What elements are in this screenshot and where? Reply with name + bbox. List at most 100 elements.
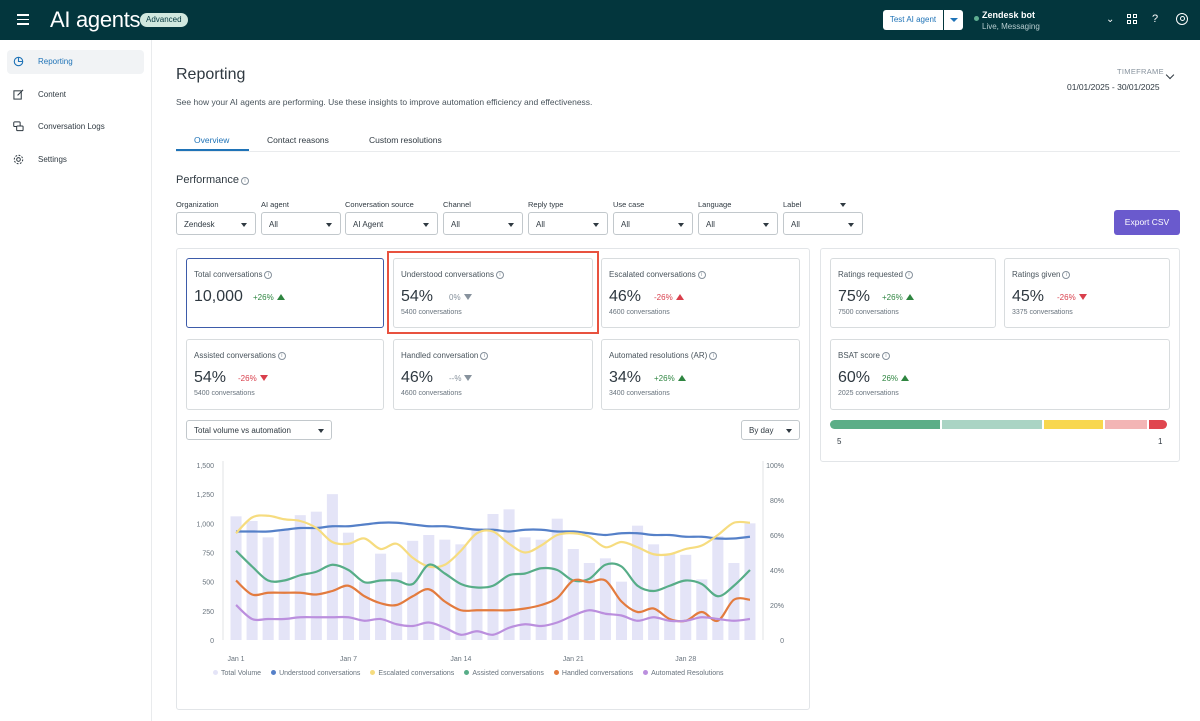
metric-subtext: 7500 conversations [838,309,899,316]
trend-neutral-icon [464,375,473,381]
tab-overview[interactable]: Overview [194,135,230,145]
use-case-select[interactable]: All [613,212,693,235]
legend-item[interactable]: Understood conversations [271,670,360,677]
info-icon[interactable]: i [697,271,706,279]
y-left-tick-label: 1,500 [196,463,214,470]
tab-custom-resolutions[interactable]: Custom resolutions [369,135,442,145]
y-left-tick-label: 500 [202,580,214,587]
legend-item[interactable]: Handled conversations [553,670,633,677]
export-csv-button[interactable]: Export CSV [1114,210,1180,235]
trend-down-icon [259,375,268,381]
trend-up-icon [276,294,285,300]
bot-status: Live, Messaging [982,22,1040,31]
trend-up-icon [901,375,910,381]
metric-card-total-conversations[interactable]: Total conversations i 10,000 +26% [186,258,384,328]
bar-total-volume [455,544,467,640]
volume-automation-chart: 0 250 500 750 1,000 1,250 1,500 0 20% 40% 60% 80% 10… [196,461,784,663]
info-icon[interactable]: i [495,271,504,279]
legend-item[interactable]: Assisted conversations [464,670,544,677]
metric-card-assisted-conversations[interactable]: Assisted conversations i 54% -26% 5400 co… [186,339,384,410]
y-right-tick-label: 100% [766,463,784,470]
legend-swatch [464,670,470,675]
info-icon[interactable]: i [240,177,249,185]
caret-down-icon[interactable] [840,203,846,207]
metric-subtext: 2025 conversations [838,390,899,397]
bar-total-volume [535,539,547,640]
info-icon[interactable]: i [480,352,489,360]
conversation-source-select[interactable]: AI Agent [345,212,438,235]
channel-select[interactable]: All [443,212,523,235]
bar-total-volume [648,544,660,640]
filter-label-use-case: Use case [613,200,645,209]
metric-value: 10,000 [194,288,243,305]
bsat-segment [1149,420,1167,429]
info-icon[interactable]: i [264,271,273,279]
chevron-down-icon[interactable]: ⌄ [1106,14,1115,25]
filter-label-reply-type: Reply type [528,200,564,209]
metric-card-ratings-requested[interactable]: Ratings requested i 75% +26% 7500 convers… [830,258,996,328]
metric-value: 75% [838,288,871,305]
info-icon[interactable]: i [1062,271,1071,279]
chart-interval-select[interactable]: By day [741,420,800,440]
legend-item[interactable]: Total Volume [213,670,261,677]
chat-icon [13,121,24,132]
ai-agent-select[interactable]: All [261,212,341,235]
user-icon[interactable] [1176,13,1188,25]
metric-card-handled-conversation[interactable]: Handled conversation i 46% --% 4600 conve… [393,339,593,410]
metric-delta: +26% [253,293,285,302]
info-icon[interactable]: i [709,352,718,360]
reply-type-select[interactable]: All [528,212,608,235]
info-icon[interactable]: i [881,352,890,360]
timeframe-value[interactable]: 01/01/2025 - 30/01/2025 [1067,82,1160,92]
chevron-down-icon[interactable] [1165,70,1175,80]
metric-delta: +26% [654,374,686,383]
sidebar-item-settings[interactable]: Settings [7,148,144,172]
apps-icon[interactable] [1127,14,1138,25]
sidebar-item-reporting[interactable]: Reporting [7,50,144,74]
performance-title: Performance i [176,174,249,186]
language-select[interactable]: All [698,212,778,235]
info-icon[interactable]: i [904,271,913,279]
metric-card-ratings-given[interactable]: Ratings given i 45% -26% 3375 conversatio… [1004,258,1170,328]
metric-title-text: Understood conversations [401,270,494,279]
sidebar-item-content[interactable]: Content [7,83,144,107]
metric-title: Ratings given i [1012,270,1071,279]
legend-item[interactable]: Escalated conversations [370,670,454,677]
chevron-down-icon [678,223,684,227]
y-right-tick-label: 20% [770,603,784,610]
bar-total-volume [278,529,290,640]
metric-title: Ratings requested i [838,270,913,279]
metric-card-understood-conversations[interactable]: Understood conversations i 54% 0% 5400 co… [393,258,593,328]
menu-icon[interactable] [17,14,29,25]
chart-metric-select[interactable]: Total volume vs automation [186,420,332,440]
help-icon[interactable]: ? [1152,13,1159,25]
series-line-handled-conversations [235,578,751,623]
tab-contact-reasons[interactable]: Contact reasons [267,135,329,145]
legend-item[interactable]: Automated Resolutions [643,670,724,677]
metric-delta: +26% [882,293,914,302]
legend-swatch [370,670,376,675]
test-ai-agent-button[interactable]: Test AI agent [883,10,943,30]
metric-value: 34% [609,369,642,386]
bot-name[interactable]: Zendesk bot [982,10,1036,20]
sidebar-item-conversation-logs[interactable]: Conversation Logs [7,115,144,139]
metric-card-bsat-score[interactable]: BSAT score i 60% 26% 2025 conversations [830,339,1170,410]
bar-total-volume [680,554,692,640]
organization-select[interactable]: Zendesk [176,212,256,235]
metric-delta-text: -26% [654,293,673,302]
y-left-tick-label: 0 [210,638,214,645]
metric-title: BSAT score i [838,351,890,360]
metric-delta-text: -26% [1057,293,1076,302]
label-select[interactable]: All [783,212,863,235]
info-icon[interactable]: i [277,352,286,360]
test-ai-agent-dropdown-button[interactable] [944,10,963,30]
bar-total-volume [423,535,435,640]
bar-total-volume [375,553,387,640]
trend-down-icon [1078,294,1087,300]
metric-card-automated-resolutions[interactable]: Automated resolutions (AR) i 34% +26% 340… [601,339,800,410]
bar-total-volume [551,518,563,640]
y-right-tick-label: 0 [780,638,784,645]
page-title: Reporting [176,66,246,83]
metric-delta-text: 0% [449,293,461,302]
metric-card-escalated-conversations[interactable]: Escalated conversations i 46% -26% 4600 c… [601,258,800,328]
